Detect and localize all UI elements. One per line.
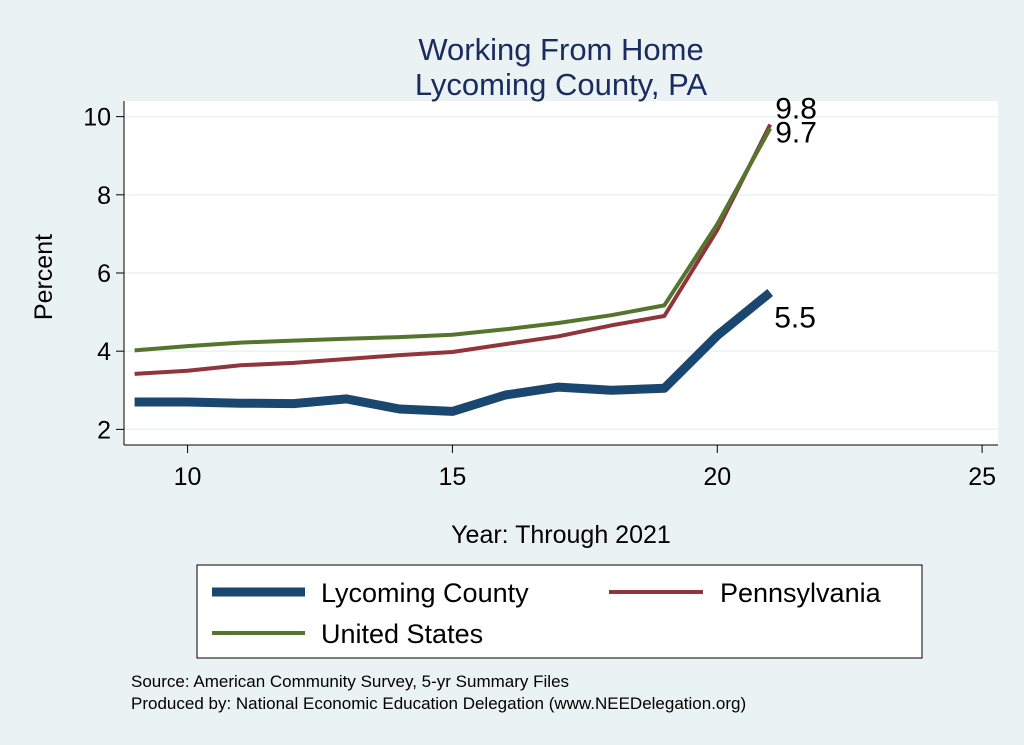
end-label-lycoming-county: 5.5 — [774, 302, 816, 335]
end-label-united-states: 9.7 — [775, 116, 817, 149]
produced-by-note: Produced by: National Economic Education… — [131, 694, 746, 713]
x-tick-label-20: 20 — [703, 463, 731, 491]
legend: Lycoming County Pennsylvania United Stat… — [196, 564, 923, 659]
series-line-united-states — [134, 127, 772, 353]
legend-label-lycoming-county: Lycoming County — [321, 578, 529, 608]
y-axis-title: Percent — [30, 234, 58, 320]
legend-label-united-states: United States — [321, 619, 483, 649]
y-tick-label-8: 8 — [97, 182, 111, 210]
x-tick-label-15: 15 — [439, 463, 467, 491]
y-tick-label-2: 2 — [97, 416, 111, 444]
axes: 2 4 6 8 10 10 15 20 25 — [83, 101, 998, 491]
end-label-pennsylvania: 9.8 — [775, 92, 817, 125]
series-line-lycoming-county — [134, 289, 774, 416]
series-line-pennsylvania — [134, 123, 772, 376]
legend-box — [196, 564, 923, 659]
series-layer — [134, 123, 774, 416]
source-note: Source: American Community Survey, 5-yr … — [131, 672, 569, 691]
legend-label-pennsylvania: Pennsylvania — [720, 578, 882, 608]
x-axis-title: Year: Through 2021 — [451, 521, 671, 549]
chart-title-line-1: Working From Home — [418, 32, 703, 67]
grid-lines — [124, 115, 998, 431]
x-tick-label-10: 10 — [174, 463, 202, 491]
y-tick-label-6: 6 — [97, 260, 111, 288]
x-tick-label-25: 25 — [968, 463, 996, 491]
y-tick-label-4: 4 — [97, 338, 111, 366]
y-tick-label-10: 10 — [83, 104, 111, 132]
end-labels: 5.5 9.89.7 — [774, 92, 817, 334]
chart-title-line-2: Lycoming County, PA — [415, 67, 708, 102]
